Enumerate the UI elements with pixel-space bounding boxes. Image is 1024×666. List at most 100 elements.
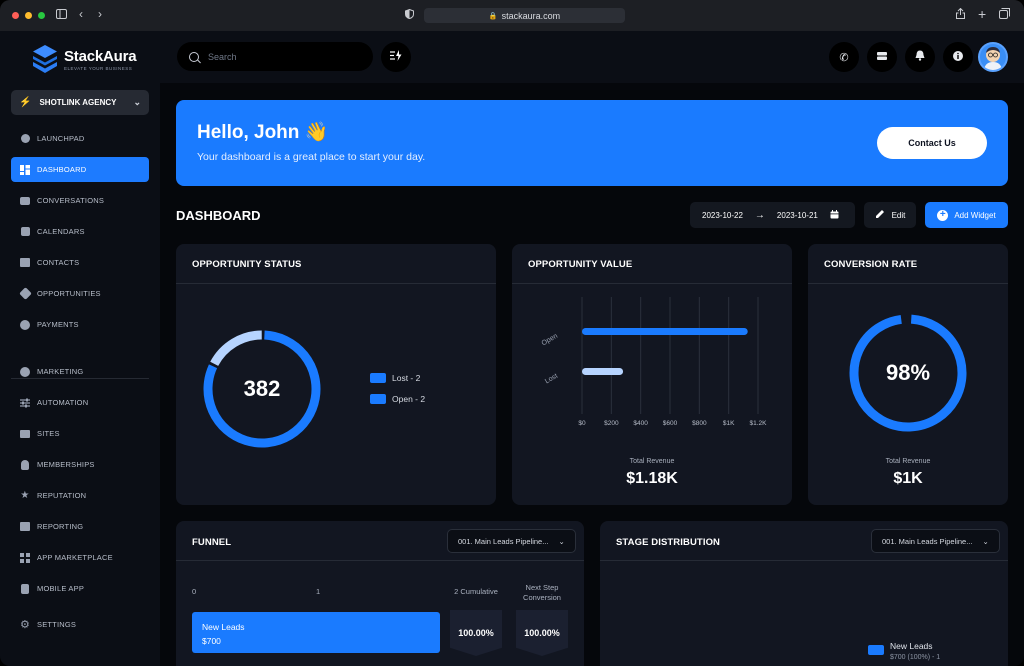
card-title: OPPORTUNITY STATUS — [192, 259, 302, 270]
notifications-button[interactable] — [905, 42, 935, 72]
sidebar-item-app-marketplace[interactable]: APP MARKETPLACE — [11, 545, 149, 570]
browser-toolbar: ‹ › 🔒 stackaura.com + — [0, 0, 1024, 31]
agency-switcher[interactable]: ⚡ SHOTLINK AGENCY ⌄ — [11, 90, 149, 115]
sidebar-item-label: MEMBERSHIPS — [37, 460, 95, 469]
funnel-scale-end: 1 — [316, 587, 321, 596]
contact-us-button[interactable]: Contact Us — [877, 127, 987, 159]
back-icon[interactable]: ‹ — [79, 7, 83, 21]
url-text: stackaura.com — [501, 10, 561, 21]
add-widget-button[interactable]: + Add Widget — [925, 202, 1008, 228]
conversion-rate-value: 98% — [885, 360, 931, 385]
sidebar-item-opportunities[interactable]: OPPORTUNITIES — [11, 281, 149, 306]
pencil-icon — [875, 209, 885, 221]
bell-icon — [915, 50, 925, 64]
pipeline-select[interactable]: 001. Main Leads Pipeline... ⌄ — [447, 529, 576, 553]
shield-icon[interactable] — [405, 8, 414, 22]
sidebar-toggle-icon[interactable] — [56, 8, 67, 22]
bar-open[interactable] — [582, 328, 748, 335]
date-to: 2023-10-21 — [776, 210, 818, 220]
edit-button[interactable]: Edit — [864, 202, 916, 228]
sidebar-item-mobile-app[interactable]: MOBILE APP — [11, 576, 149, 601]
date-range-picker[interactable]: 2023-10-22 → 2023-10-21 — [690, 202, 855, 228]
tag-icon — [18, 287, 32, 300]
opportunity-status-donut — [203, 330, 321, 448]
sidebar-item-calendars[interactable]: CALENDARS — [11, 219, 149, 244]
tabs-overview-icon[interactable] — [999, 8, 1010, 22]
minimize-window-button[interactable] — [25, 12, 32, 19]
plus-icon: + — [937, 209, 949, 221]
forward-icon[interactable]: › — [98, 7, 102, 21]
total-revenue-label: Total Revenue — [885, 458, 931, 465]
sidebar-item-label: AUTOMATION — [37, 398, 89, 407]
sidebar-item-memberships[interactable]: MEMBERSHIPS — [11, 452, 149, 477]
maximize-window-button[interactable] — [38, 12, 45, 19]
members-icon — [20, 459, 30, 470]
legend-swatch — [370, 394, 386, 404]
sidebar-item-sites[interactable]: SITES — [11, 421, 149, 446]
globe-icon — [20, 366, 30, 377]
x-tick-label: $1.2K — [750, 420, 768, 427]
funnel-stage-name: New Leads — [202, 622, 245, 632]
stage-distribution-card: STAGE DISTRIBUTION 001. Main Leads Pipel… — [600, 521, 1008, 666]
greeting-heading: Hello, John 👋 — [197, 122, 329, 143]
donut-slice-lost[interactable] — [210, 330, 262, 367]
help-button[interactable] — [943, 42, 973, 72]
pipeline-select[interactable]: 001. Main Leads Pipeline... ⌄ — [871, 529, 1000, 553]
sidebar-item-payments[interactable]: PAYMENTS — [11, 312, 149, 337]
total-revenue-value: $1.18K — [626, 470, 678, 487]
sidebar: StackAura ELEVATE YOUR BUSINESS ⚡ SHOTLI… — [0, 31, 160, 666]
sidebar-item-reporting[interactable]: REPORTING — [11, 514, 149, 539]
info-icon — [953, 50, 963, 64]
funnel-stage-value: $700 — [202, 636, 221, 646]
sidebar-item-contacts[interactable]: CONTACTS — [11, 250, 149, 275]
share-icon[interactable] — [956, 7, 965, 22]
dollar-icon — [20, 319, 30, 330]
chevron-down-icon: ⌄ — [558, 536, 565, 546]
phone-call-icon: ✆ — [839, 51, 849, 64]
funnel-stage-bar[interactable]: New Leads $700 — [192, 612, 440, 653]
funnel-scale-start: 0 — [192, 587, 197, 596]
cumulative-header: 2 Cumulative — [454, 587, 498, 596]
donut-center-label: 382 — [243, 376, 281, 401]
search-input[interactable]: Search — [177, 42, 373, 71]
main-content: Hello, John 👋 Your dashboard is a great … — [160, 83, 1024, 666]
bar-lost[interactable] — [582, 368, 624, 375]
sidebar-item-reputation[interactable]: ★ REPUTATION — [11, 483, 149, 508]
sidebar-item-launchpad[interactable]: LAUNCHPAD — [11, 126, 149, 151]
switch-button[interactable] — [867, 42, 897, 72]
next-step-header: Next Step Conversion — [523, 583, 561, 602]
call-button[interactable]: ✆ — [829, 42, 859, 72]
sidebar-item-label: CONTACTS — [37, 258, 80, 267]
logo[interactable]: StackAura ELEVATE YOUR BUSINESS — [32, 44, 137, 74]
new-tab-icon[interactable]: + — [978, 6, 987, 22]
donut-slice-open[interactable] — [203, 330, 321, 448]
sidebar-item-conversations[interactable]: CONVERSATIONS — [11, 188, 149, 213]
conversion-rate-arc — [849, 314, 967, 432]
legend-item: Lost - 2 — [370, 373, 420, 383]
x-tick-label: $0 — [578, 420, 586, 427]
add-widget-label: Add Widget — [954, 210, 996, 220]
opportunity-value-card: OPPORTUNITY VALUE $0 $200 $400 $600 $800 $1K $… — [512, 244, 792, 505]
quick-actions-button[interactable] — [381, 42, 411, 72]
address-bar[interactable]: 🔒 stackaura.com — [424, 8, 625, 23]
cumulative-cell: 100.00% — [450, 610, 502, 656]
sidebar-item-label: MOBILE APP — [37, 584, 85, 593]
sidebar-item-label: SITES — [37, 429, 60, 438]
sidebar-item-settings[interactable]: ⚙ SETTINGS — [11, 612, 149, 637]
card-title: OPPORTUNITY VALUE — [528, 259, 633, 270]
sidebar-item-marketing[interactable]: MARKETING — [11, 359, 149, 384]
sidebar-item-label: DASHBOARD — [37, 165, 87, 174]
edit-label: Edit — [891, 210, 906, 220]
sidebar-item-label: LAUNCHPAD — [37, 134, 85, 143]
close-window-button[interactable] — [12, 12, 19, 19]
sidebar-item-label: CALENDARS — [37, 227, 85, 236]
card-divider — [176, 560, 584, 561]
grid-icon — [20, 164, 30, 175]
greeting-subtitle: Your dashboard is a great place to start… — [197, 151, 426, 163]
avatar[interactable] — [978, 42, 1008, 72]
sidebar-item-dashboard[interactable]: DASHBOARD — [11, 157, 149, 182]
sidebar-item-automation[interactable]: AUTOMATION — [11, 390, 149, 415]
sidebar-item-label: APP MARKETPLACE — [37, 553, 113, 562]
bolt-icon: ⚡ — [19, 97, 32, 108]
chat-icon — [20, 196, 30, 206]
